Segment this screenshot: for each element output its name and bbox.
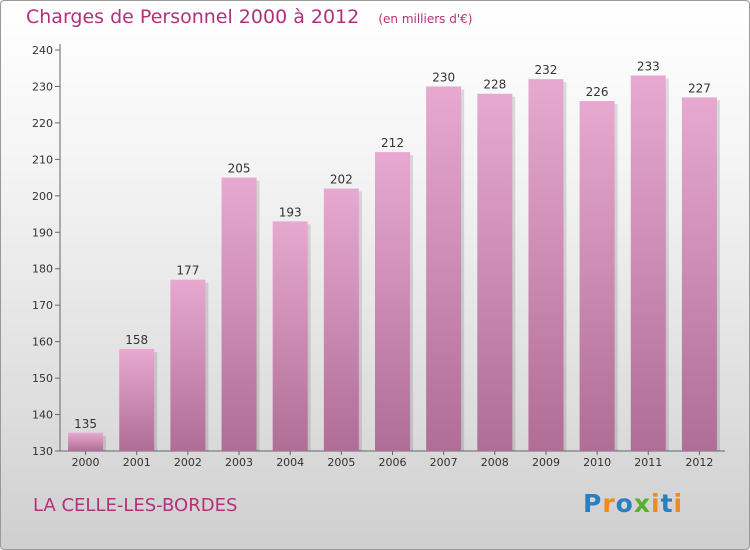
x-tick-label: 2011 [634,456,662,469]
data-label: 135 [74,417,97,431]
data-label: 227 [688,81,711,95]
logo-letter: x [633,489,651,518]
bar [68,432,104,451]
x-tick-label: 2002 [174,456,202,469]
x-tick-label: 2010 [583,456,611,469]
y-tick-label: 240 [32,44,53,57]
logo-letter: t [660,489,674,518]
logo-letter: i [673,489,684,518]
y-tick-label: 140 [32,409,53,422]
y-tick-label: 220 [32,117,53,130]
x-tick-label: 2000 [72,456,100,469]
x-tick-label: 2007 [430,456,458,469]
bar [426,86,462,452]
x-tick-label: 2001 [123,456,151,469]
x-tick-label: 2005 [327,456,355,469]
labels: 2000 135 2001 158 2002 177 2003 205 2004 193 2005 2… [72,60,714,469]
bar [528,79,564,451]
data-label: 228 [483,78,506,92]
bar [119,348,155,451]
bar [221,177,257,451]
y-tick-label: 170 [32,299,53,312]
y-tick-label: 130 [32,445,53,458]
x-tick-label: 2012 [685,456,713,469]
data-label: 205 [228,162,251,176]
x-tick-label: 2004 [276,456,304,469]
title-row: Charges de Personnel 2000 à 2012 (en mil… [26,6,472,28]
data-label: 158 [125,333,148,347]
bar [681,97,717,452]
bar [170,279,206,451]
bar [579,101,615,451]
y-tick-label: 200 [32,190,53,203]
data-label: 193 [279,205,302,219]
y-tick-label: 210 [32,153,53,166]
logo-letter: r [602,489,616,518]
x-tick-label: 2009 [532,456,560,469]
data-label: 233 [637,60,660,74]
x-tick-label: 2006 [379,456,407,469]
y-tick-label: 190 [32,226,53,239]
bar [272,221,308,451]
logo-letter: i [651,489,661,518]
bar [477,93,513,451]
data-label: 226 [586,85,609,99]
bar [323,188,359,451]
logo-letter: P [583,489,603,518]
proxiti-logo: Proxiti [583,489,683,518]
axes: 130 140 150 160 170 180 190 200 210 220 230 240 [32,44,725,458]
data-label: 230 [432,70,455,84]
logo-letter: o [615,489,634,518]
x-tick-label: 2008 [481,456,509,469]
chart-subtitle: (en milliers d'€) [378,12,473,26]
chart-title: Charges de Personnel 2000 à 2012 [26,6,360,28]
data-label: 212 [381,136,404,150]
y-tick-label: 230 [32,80,53,93]
y-tick-label: 180 [32,263,53,276]
data-label: 232 [535,63,558,77]
data-label: 202 [330,173,353,187]
y-tick-label: 160 [32,336,53,349]
bar [630,75,666,451]
bar [375,152,410,451]
data-label: 177 [176,264,199,278]
y-tick-label: 150 [32,372,53,385]
commune-name: LA CELLE-LES-BORDES [33,495,238,516]
x-tick-label: 2003 [225,456,253,469]
bars [68,75,720,452]
